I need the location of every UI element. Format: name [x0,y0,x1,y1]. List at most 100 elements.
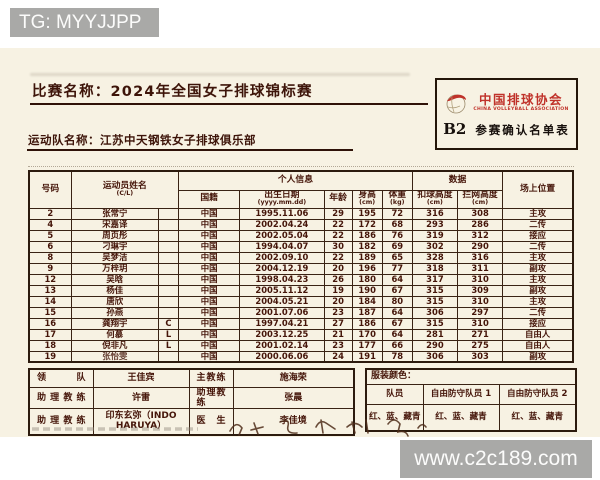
association-text: 中国排球协会 CHINA VOLLEYBALL ASSOCIATION [473,93,568,112]
uniform-col-libero-2: 自由防守队员 2 [498,383,577,405]
col-header-height: 身高 (cm) [351,189,383,209]
cell-birthdate: 2001.02.14 [239,339,325,352]
form-code-box: 中国排球协会 CHINA VOLLEYBALL ASSOCIATION B2 参… [435,78,578,150]
staff-row: 助理教练 印东玄弥（INDO HARUYA） 医生 李佳境 [28,408,355,436]
cell-birthdate: 1994.04.07 [239,240,325,253]
table-row: 6 刁琳宇 中国 1994.04.07 30 182 69 302 290 二传 [28,240,574,253]
table-row: 16 龚翔宇 C 中国 1997.04.21 27 186 67 315 310 接应 [28,317,574,330]
cell-number: 18 [28,339,72,352]
cell-position: 主攻 [502,251,574,264]
uniform-col-libero-1: 自由防守队员 1 [422,383,500,405]
team-name-line: 运动队名称：江苏中天钢铁女子排球俱乐部 [28,133,256,147]
competition-underline [30,103,428,105]
cell-name: 刁琳宇 [70,240,159,253]
table-row: 14 唐欣 中国 2004.05.21 20 184 80 315 310 主攻 [28,295,574,308]
cell-spike-height: 281 [411,328,459,341]
table-row: 13 杨佳 中国 2005.11.12 19 190 67 315 309 副攻 [28,284,574,297]
cell-height: 186 [351,229,383,242]
cell-block-height: 310 [456,295,504,308]
cell-cl [157,240,180,253]
col-header-block-main: 拦网高度 [462,190,498,201]
cell-position: 主攻 [502,207,574,220]
cell-spike-height: 318 [411,262,459,275]
cell-age: 22 [323,229,353,242]
col-header-block-sub: (cm) [472,199,489,207]
competition-name-line: 比赛名称：2024年全国女子排球锦标赛 [32,84,313,100]
cell-height: 190 [351,284,383,297]
staff-name-assistant-coach-1: 许雷 [92,386,190,410]
volleyball-icon [446,94,467,113]
cell-number: 9 [28,262,72,275]
staff-label-head-coach: 主教练 [188,368,234,388]
association-name-en: CHINA VOLLEYBALL ASSOCIATION [473,106,569,112]
staff-name-assistant-coach-3: 印东玄弥（INDO HARUYA） [92,408,190,436]
cell-block-height: 310 [456,273,504,286]
cell-weight: 65 [381,251,413,264]
cell-spike-height: 306 [411,350,459,363]
uniform-header-row: 队员 自由防守队员 1 自由防守队员 2 [365,383,577,405]
col-header-height-sub: (cm) [359,199,376,207]
cell-age: 29 [323,207,353,220]
cell-name: 万梓玥 [70,262,159,275]
cell-weight: 78 [381,350,413,363]
cell-age: 30 [323,240,353,253]
cell-height: 186 [351,317,383,330]
cell-block-height: 271 [456,328,504,341]
cell-position: 二传 [502,306,574,319]
cell-nationality: 中国 [178,295,241,308]
cell-name: 孙燕 [70,306,159,319]
form-title: 参赛确认名单表 [475,122,570,137]
cell-number: 16 [28,317,72,330]
cell-position: 主攻 [502,273,574,286]
col-header-birth: 出生日期 (yyyy.mm.dd) [239,189,325,209]
cell-cl [157,306,180,319]
cell-cl: L [157,328,180,341]
col-header-name: 运动员姓名 (C/L) [70,170,180,209]
cell-cl [157,262,180,275]
cell-cl [157,273,180,286]
cell-weight: 64 [381,328,413,341]
cell-weight: 64 [381,273,413,286]
cell-height: 187 [351,306,383,319]
cell-block-height: 310 [456,317,504,330]
cell-birthdate: 2004.12.19 [239,262,325,275]
cell-height: 182 [351,240,383,253]
cell-number: 2 [28,207,72,220]
uniform-color-table: 服装颜色： 队员 自由防守队员 1 自由防守队员 2 红、蓝、藏青 红、蓝、藏青… [365,368,578,432]
cell-nationality: 中国 [178,262,241,275]
uniform-title: 服装颜色： [365,368,577,385]
cell-number: 17 [28,328,72,341]
cell-name: 吴晗 [70,273,159,286]
cell-age: 22 [323,218,353,231]
cell-name: 龚翔宇 [70,317,159,330]
cell-cl [157,295,180,308]
cell-cl: C [157,317,180,330]
cell-age: 24 [323,350,353,363]
cell-name: 杨佳 [70,284,159,297]
cell-cl [157,229,180,242]
cell-name: 何慕 [70,328,159,341]
staff-table: 领队 王佳宾 主教练 施海荣 助理教练 许雷 助理教练 张晨 助理教练 印东玄弥… [28,368,355,436]
col-header-birth-sub: (yyyy.mm.dd) [257,199,307,207]
roster-table: 号码 运动员姓名 (C/L) 个人信息 数据 场上位置 国籍 出生日期 (yyyy.… [28,170,574,363]
cell-number: 19 [28,350,72,363]
staff-name-team-leader: 王佳宾 [92,368,190,388]
col-group-data: 数据 [411,170,504,191]
form-title-row: B2 参赛确认名单表 [443,120,570,138]
cell-nationality: 中国 [178,306,241,319]
staff-label-assistant-coach-2: 助理教练 [188,386,234,410]
cell-height: 196 [351,262,383,275]
cell-nationality: 中国 [178,350,241,363]
cell-nationality: 中国 [178,339,241,352]
table-row: 19 张怡雯 中国 2000.06.06 24 191 78 306 303 副攻 [28,350,574,363]
cell-age: 23 [323,339,353,352]
table-row: 17 何慕 L 中国 2003.12.25 21 170 64 281 271 自由人 [28,328,574,341]
cell-spike-height: 316 [411,207,459,220]
cell-nationality: 中国 [178,251,241,264]
cell-birthdate: 2002.09.10 [239,251,325,264]
association-name-cn: 中国排球协会 [478,91,563,107]
cell-position: 副攻 [502,350,574,363]
cell-name: 周页彤 [70,229,159,242]
cell-spike-height: 328 [411,251,459,264]
cell-height: 189 [351,251,383,264]
